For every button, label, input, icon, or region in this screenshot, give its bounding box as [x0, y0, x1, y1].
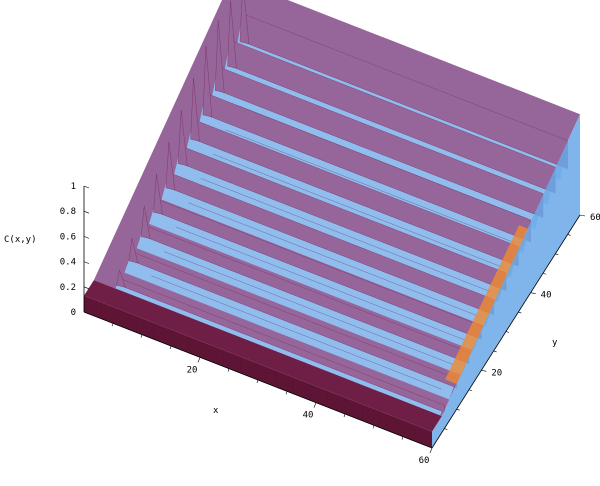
trough-trace	[225, 129, 516, 244]
x-tick-label: 60	[419, 456, 430, 466]
z-tick-label: 0	[71, 308, 76, 318]
trough-trace	[175, 226, 467, 341]
y-tick-label: 60	[590, 213, 600, 223]
y-minor-tick	[555, 253, 559, 256]
ridge-spike	[202, 45, 213, 118]
x-tick-label: 40	[303, 411, 314, 421]
y-minor-tick	[542, 272, 547, 275]
axes-layer: 0 0.2 0.4 0.6 0.8 1 20 40 60 20 40 60 C(x,y) x y	[4, 182, 600, 466]
z-tick-label: 0.8	[60, 207, 76, 217]
ridge-spike	[227, 0, 237, 69]
y-minor-tick	[444, 428, 448, 430]
x-tick-mark	[313, 402, 317, 408]
x-minor-tick	[372, 425, 375, 429]
ridge-spike	[128, 238, 139, 264]
ridge-spike	[215, 20, 225, 93]
ridge-spike	[190, 78, 200, 142]
y-tick-mark	[530, 292, 536, 294]
surface-layer	[84, 0, 580, 448]
ridge-spike	[165, 142, 176, 191]
trough-trace	[212, 153, 504, 268]
x-minor-tick	[256, 379, 259, 384]
y-minor-tick	[493, 350, 497, 353]
z-tick-label: 0.4	[60, 258, 76, 268]
trough-trace	[188, 202, 479, 317]
trough-trace	[151, 275, 442, 390]
x-tick-label: 20	[187, 365, 198, 375]
highlight-strip	[445, 225, 531, 384]
z-tick-mark	[83, 236, 90, 239]
ridge-spike	[141, 206, 151, 239]
y-tick-label: 40	[541, 291, 552, 301]
surface-right-face	[432, 114, 580, 448]
trough-trace	[200, 178, 491, 292]
ticks-layer: 0 0.2 0.4 0.6 0.8 1 20 40 60 20 40 60	[60, 182, 600, 466]
y-minor-tick	[567, 234, 571, 236]
y-tick-label: 20	[491, 368, 502, 378]
y-axis-label: y	[552, 338, 558, 348]
ridge-spike	[178, 110, 188, 166]
x-minor-tick	[401, 436, 404, 440]
y-minor-tick	[456, 408, 460, 411]
trough-trace	[163, 251, 454, 365]
ridge-spike	[239, 0, 250, 44]
ridge-spike	[116, 269, 126, 288]
x-minor-tick	[111, 323, 114, 327]
y-minor-tick	[468, 389, 473, 392]
x-minor-tick	[140, 334, 143, 338]
x-minor-tick	[227, 368, 230, 372]
x-minor-tick	[343, 413, 346, 418]
x-minor-tick	[285, 391, 288, 395]
z-tick-mark	[83, 185, 90, 189]
z-tick-mark	[83, 210, 90, 214]
z-tick-mark	[83, 261, 90, 264]
z-tick-mark	[83, 311, 90, 315]
x-tick-mark	[429, 447, 433, 454]
x-axis-label: x	[213, 406, 219, 416]
y-tick-mark	[579, 214, 586, 217]
z-tick-label: 0.6	[60, 232, 76, 242]
surface-near-strip	[84, 280, 442, 432]
z-tick-mark	[83, 286, 90, 290]
z-tick-label: 1	[71, 182, 76, 192]
y-tick-mark	[481, 370, 487, 372]
y-minor-tick	[505, 331, 510, 333]
ridge-spike	[153, 174, 163, 215]
z-tick-label: 0.2	[60, 283, 76, 293]
y-minor-tick	[518, 311, 522, 314]
x-minor-tick	[169, 345, 172, 350]
x-tick-mark	[197, 357, 201, 363]
z-axis-label: C(x,y)	[4, 235, 37, 245]
